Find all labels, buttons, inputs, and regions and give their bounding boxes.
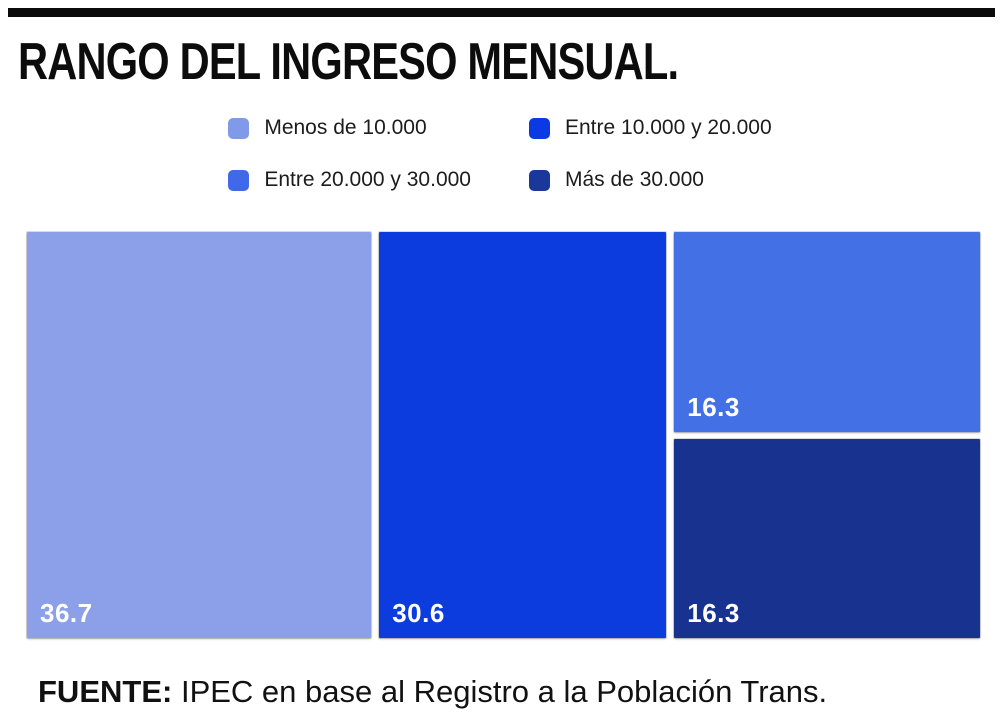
legend-label: Más de 30.000: [565, 168, 704, 191]
tile-value: 16.3: [687, 391, 740, 422]
source-text: IPEC en base al Registro a la Población …: [180, 674, 828, 709]
legend-swatch-icon: [228, 117, 250, 139]
legend-item-mas-de-30000: Más de 30.000: [529, 166, 772, 194]
top-divider-bar: [8, 8, 995, 17]
treemap-chart: 36.7 30.6 16.3 16.3: [27, 232, 980, 638]
source-label: FUENTE:: [38, 674, 173, 709]
legend-swatch-icon: [228, 169, 250, 191]
legend-item-menos-de-10000: Menos de 10.000: [228, 114, 471, 142]
treemap-tile-menos-de-10000: 36.7: [27, 232, 372, 638]
legend-label: Menos de 10.000: [264, 116, 427, 139]
legend-swatch-icon: [529, 117, 550, 139]
chart-title: RANGO DEL INGRESO MENSUAL.: [18, 33, 679, 91]
tile-value: 16.3: [687, 598, 740, 628]
legend-label: Entre 20.000 y 30.000: [264, 168, 471, 191]
legend-item-entre-20000-30000: Entre 20.000 y 30.000: [228, 166, 471, 194]
treemap-tile-mas-de-30000: 16.3: [674, 438, 980, 638]
legend-label: Entre 10.000 y 20.000: [565, 116, 772, 139]
treemap-tile-entre-10000-20000: 30.6: [379, 232, 667, 638]
legend-item-entre-10000-20000: Entre 10.000 y 20.000: [529, 114, 772, 142]
chart-legend: Menos de 10.000 Entre 10.000 y 20.000 En…: [0, 114, 1000, 194]
tile-value: 30.6: [392, 598, 445, 628]
treemap-right-column: 16.3 16.3: [674, 232, 980, 638]
source-note: FUENTE: IPEC en base al Registro a la Po…: [38, 674, 827, 710]
legend-swatch-icon: [529, 169, 550, 191]
tile-value: 36.7: [40, 598, 93, 628]
treemap-tile-entre-20000-30000: 16.3: [674, 232, 980, 432]
